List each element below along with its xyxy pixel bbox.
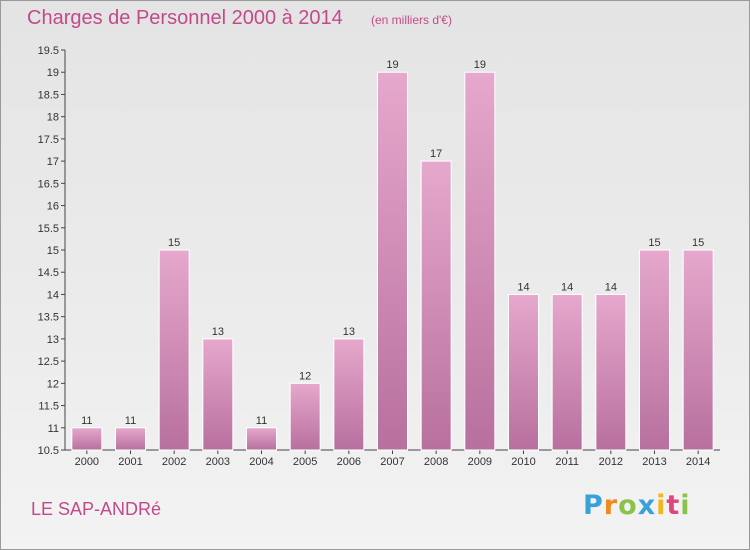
bar-2000	[71, 427, 103, 451]
x-tick-label: 2011	[555, 456, 579, 468]
bar-2008	[420, 160, 452, 451]
bar-2010	[508, 293, 539, 451]
x-tick-label: 2012	[599, 456, 623, 468]
bar-value-label: 14	[561, 281, 573, 293]
logo-letter: r	[603, 490, 619, 521]
y-tick-label: 17.5	[38, 134, 59, 146]
bar-value-label: 14	[605, 281, 617, 293]
bar-2002	[158, 249, 190, 451]
x-tick-label: 2009	[468, 456, 492, 468]
y-tick-label: 17	[47, 156, 59, 168]
bar-value-label: 12	[299, 370, 311, 382]
bar-value-label: 11	[125, 415, 136, 427]
bar-2011	[551, 293, 583, 451]
bar-value-label: 19	[474, 59, 486, 71]
x-tick-label: 2010	[511, 456, 535, 468]
y-tick-label: 15	[47, 245, 59, 257]
bar-value-label: 15	[692, 237, 704, 249]
bar-2006	[333, 338, 365, 451]
chart-title: Charges de Personnel 2000 à 2014	[27, 7, 343, 29]
x-tick-label: 2000	[75, 456, 99, 468]
y-tick-label: 16	[47, 201, 59, 213]
y-tick-label: 13.5	[38, 312, 59, 324]
bar-value-label: 15	[168, 237, 180, 249]
bar-2005	[289, 382, 321, 451]
x-tick-label: 2005	[293, 456, 317, 468]
bar-2013	[639, 249, 670, 451]
bar-value-label: 17	[430, 148, 442, 160]
logo-letter: i	[656, 490, 667, 521]
x-tick-label: 2002	[162, 456, 186, 468]
bar-value-label: 15	[648, 237, 660, 249]
y-tick-label: 12.5	[38, 356, 59, 368]
bar-2003	[202, 338, 234, 451]
bar-value-label: 11	[256, 415, 267, 427]
chart-labels: 2000 11 2001 11 2002 15 2003 13 2004 11 2005 12 2006…	[75, 59, 711, 468]
logo-letter: i	[680, 490, 691, 521]
y-tick-label: 10.5	[38, 445, 59, 457]
y-tick-label: 11.5	[38, 401, 59, 413]
bar-2004	[246, 427, 277, 451]
bar-2007	[377, 71, 408, 451]
x-tick-label: 2013	[642, 456, 666, 468]
y-tick-label: 15.5	[38, 223, 59, 235]
commune-name: LE SAP-ANDRé	[31, 499, 162, 519]
y-tick-label: 11	[48, 423, 59, 435]
y-tick-label: 18.5	[38, 89, 59, 101]
x-tick-label: 2006	[337, 456, 361, 468]
x-tick-label: 2007	[380, 456, 404, 468]
bar-value-label: 14	[517, 281, 529, 293]
bar-2001	[115, 427, 146, 451]
x-tick-label: 2014	[686, 456, 710, 468]
x-tick-label: 2008	[424, 456, 448, 468]
y-tick-label: 18	[47, 112, 59, 124]
bar-value-label: 13	[343, 326, 355, 338]
logo-letter: x	[637, 490, 657, 521]
y-tick-label: 19.5	[38, 45, 59, 57]
y-tick-label: 14.5	[38, 267, 59, 279]
bar-2009	[464, 71, 496, 451]
logo-letter: P	[583, 490, 604, 521]
y-tick-label: 14	[47, 289, 59, 301]
bar-value-label: 19	[386, 59, 398, 71]
proxiti-logo: Proxiti	[583, 490, 691, 521]
bar-2012	[595, 293, 627, 451]
x-tick-label: 2004	[249, 456, 273, 468]
y-tick-label: 13	[47, 334, 59, 346]
x-tick-label: 2001	[118, 456, 142, 468]
chart-bars	[71, 71, 714, 451]
y-tick-label: 12	[47, 378, 59, 390]
chart-subtitle: (en milliers d'€)	[371, 13, 452, 27]
x-tick-label: 2003	[206, 456, 230, 468]
bar-2014	[682, 249, 714, 451]
y-tick-label: 19	[47, 67, 59, 79]
y-tick-label: 16.5	[38, 178, 59, 190]
bar-value-label: 13	[212, 326, 224, 338]
logo-letter: o	[618, 490, 638, 521]
logo-letter: t	[666, 490, 681, 521]
bar-value-label: 11	[81, 415, 92, 427]
